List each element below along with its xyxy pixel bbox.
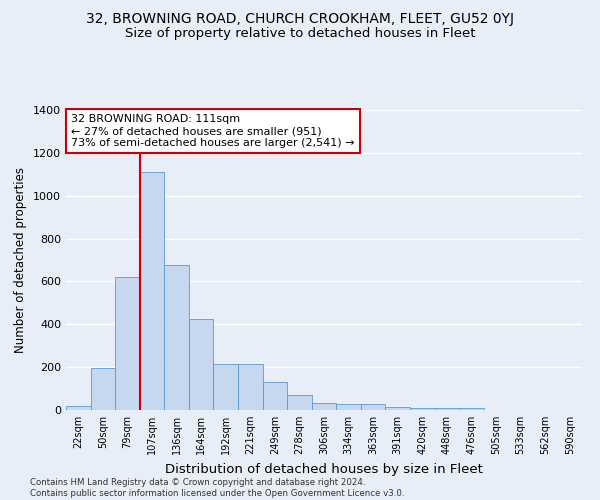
Bar bbox=[189, 319, 214, 410]
Bar bbox=[91, 368, 115, 410]
Bar bbox=[238, 364, 263, 410]
Bar bbox=[66, 406, 91, 410]
Bar bbox=[164, 266, 189, 410]
Bar bbox=[115, 277, 140, 410]
Text: 32 BROWNING ROAD: 111sqm
← 27% of detached houses are smaller (951)
73% of semi-: 32 BROWNING ROAD: 111sqm ← 27% of detach… bbox=[71, 114, 355, 148]
Bar bbox=[410, 408, 434, 410]
Bar bbox=[434, 408, 459, 410]
Bar bbox=[140, 172, 164, 410]
X-axis label: Distribution of detached houses by size in Fleet: Distribution of detached houses by size … bbox=[165, 462, 483, 475]
Bar bbox=[361, 404, 385, 410]
Text: Size of property relative to detached houses in Fleet: Size of property relative to detached ho… bbox=[125, 28, 475, 40]
Bar bbox=[336, 404, 361, 410]
Bar bbox=[312, 403, 336, 410]
Bar bbox=[287, 395, 312, 410]
Text: 32, BROWNING ROAD, CHURCH CROOKHAM, FLEET, GU52 0YJ: 32, BROWNING ROAD, CHURCH CROOKHAM, FLEE… bbox=[86, 12, 514, 26]
Y-axis label: Number of detached properties: Number of detached properties bbox=[14, 167, 28, 353]
Bar bbox=[459, 408, 484, 410]
Bar bbox=[214, 364, 238, 410]
Bar bbox=[263, 382, 287, 410]
Text: Contains HM Land Registry data © Crown copyright and database right 2024.
Contai: Contains HM Land Registry data © Crown c… bbox=[30, 478, 404, 498]
Bar bbox=[385, 407, 410, 410]
